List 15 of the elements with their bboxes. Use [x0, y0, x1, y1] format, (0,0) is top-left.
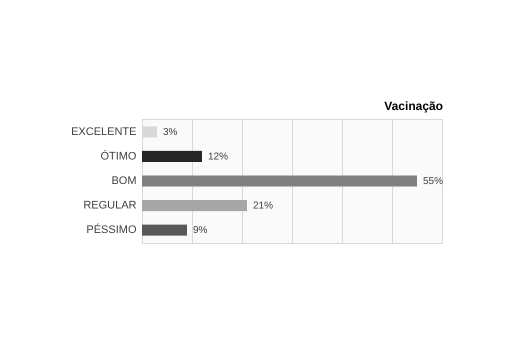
y-tick-label: PÉSSIMO — [86, 223, 137, 236]
bar — [142, 224, 187, 236]
bar — [142, 200, 247, 212]
bar — [142, 150, 202, 162]
chart-title: Vacinação — [384, 99, 444, 113]
bar — [142, 175, 417, 187]
data-label: 21% — [253, 200, 274, 212]
y-tick-label: BOM — [111, 175, 136, 187]
y-tick-label: EXCELENTE — [71, 126, 136, 138]
y-tick-label: ÓTIMO — [100, 149, 137, 162]
data-label: 55% — [423, 176, 444, 187]
y-tick-label: REGULAR — [83, 200, 137, 212]
data-label: 12% — [208, 151, 228, 162]
data-label: 3% — [163, 126, 178, 138]
data-label: 9% — [193, 225, 208, 236]
